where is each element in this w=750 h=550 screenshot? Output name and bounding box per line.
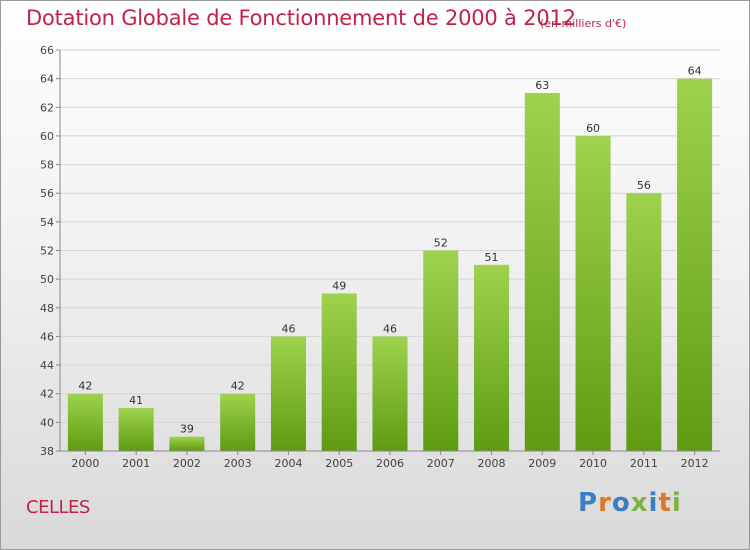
bar (270, 336, 306, 451)
data-labels: 42 41 39 42 46 49 46 52 51 63 60 56 64 (78, 65, 701, 436)
data-label: 49 (332, 279, 346, 292)
logo-letter: i (671, 488, 682, 518)
x-tick-label: 2007 (427, 457, 455, 470)
data-label: 42 (78, 380, 92, 393)
bar (626, 193, 662, 451)
logo-letter: x (630, 488, 649, 518)
bar (118, 408, 154, 451)
data-label: 39 (180, 423, 194, 436)
logo-letter: P (578, 488, 599, 518)
bar (67, 393, 103, 451)
y-tick-label: 40 (40, 416, 54, 429)
y-tick-label: 66 (40, 44, 54, 57)
x-tick-label: 2001 (122, 457, 150, 470)
x-tick-label: 2005 (325, 457, 353, 470)
bar (321, 293, 357, 451)
data-label: 60 (586, 122, 600, 135)
data-label: 52 (434, 237, 448, 250)
y-tick-label: 60 (40, 130, 54, 143)
bar (423, 250, 459, 451)
x-tick-label: 2002 (173, 457, 201, 470)
data-label: 46 (383, 322, 397, 335)
x-tick-label: 2008 (478, 457, 506, 470)
x-tick-label: 2012 (681, 457, 709, 470)
x-tick-label: 2009 (528, 457, 556, 470)
data-label: 63 (535, 79, 549, 92)
y-tick-label: 38 (40, 445, 54, 458)
x-tick-label: 2000 (71, 457, 99, 470)
y-tick-label: 48 (40, 302, 54, 315)
bar (372, 336, 408, 451)
bar (575, 135, 611, 451)
x-tick-label: 2006 (376, 457, 404, 470)
x-tick-label: 2003 (224, 457, 252, 470)
logo-letter: o (611, 488, 631, 518)
data-label: 51 (485, 251, 499, 264)
y-tick-label: 42 (40, 388, 54, 401)
logo-letter: i (648, 488, 659, 518)
axes: 38 40 42 44 46 48 50 52 54 56 58 60 62 64 66 2000 2001 20… (40, 44, 720, 470)
data-label: 42 (231, 380, 245, 393)
x-tick-label: 2004 (274, 457, 302, 470)
proxiti-logo[interactable]: Proxiti (578, 488, 682, 518)
logo-letter: t (658, 488, 672, 518)
y-tick-label: 56 (40, 187, 54, 200)
data-label: 46 (281, 322, 295, 335)
units-label: (en milliers d'€) (540, 17, 627, 30)
y-tick-label: 44 (40, 359, 54, 372)
y-tick-label: 64 (40, 73, 54, 86)
y-tick-label: 52 (40, 245, 54, 258)
bar (677, 78, 713, 452)
y-tick-label: 46 (40, 330, 54, 343)
y-tick-label: 50 (40, 273, 54, 286)
bar (169, 436, 205, 451)
logo-letter: r (598, 488, 612, 518)
commune-name: CELLES (26, 497, 90, 518)
bars (67, 78, 713, 452)
bar (524, 92, 560, 451)
y-tick-label: 62 (40, 101, 54, 114)
y-tick-label: 54 (40, 216, 54, 229)
chart-title: Dotation Globale de Fonctionnement de 20… (26, 6, 576, 30)
bar (220, 393, 256, 451)
bar (474, 264, 510, 451)
x-tick-label: 2010 (579, 457, 607, 470)
x-tick-label: 2011 (630, 457, 658, 470)
data-label: 56 (637, 179, 651, 192)
data-label: 64 (688, 65, 702, 78)
y-tick-label: 58 (40, 159, 54, 172)
data-label: 41 (129, 394, 143, 407)
